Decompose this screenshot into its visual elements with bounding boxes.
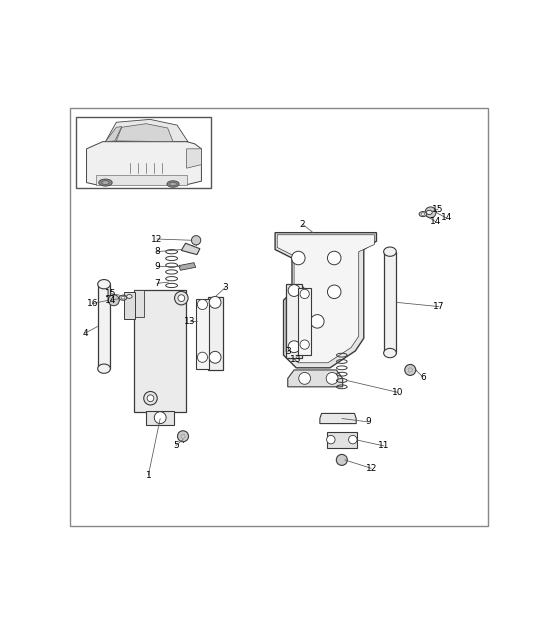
Text: 3: 3 <box>285 347 290 356</box>
Text: 14: 14 <box>105 296 116 305</box>
Text: 17: 17 <box>433 302 445 311</box>
Text: 14: 14 <box>430 217 441 226</box>
Circle shape <box>292 285 305 298</box>
Polygon shape <box>146 411 174 425</box>
Circle shape <box>144 391 158 405</box>
Text: 9: 9 <box>154 262 160 271</box>
Text: 16: 16 <box>87 299 99 308</box>
Bar <box>208 297 222 369</box>
Circle shape <box>292 251 305 265</box>
Circle shape <box>197 300 208 310</box>
Circle shape <box>425 207 436 218</box>
Text: 1: 1 <box>146 470 152 480</box>
Polygon shape <box>124 292 135 319</box>
Ellipse shape <box>426 210 432 215</box>
Polygon shape <box>181 243 200 254</box>
Text: 5: 5 <box>173 441 179 450</box>
Polygon shape <box>288 370 343 387</box>
Polygon shape <box>277 235 374 363</box>
Circle shape <box>336 455 347 465</box>
Bar <box>384 252 396 353</box>
Text: 3: 3 <box>222 283 228 292</box>
Text: 9: 9 <box>365 418 371 426</box>
Text: 13: 13 <box>184 317 196 326</box>
Polygon shape <box>87 142 202 185</box>
Text: 4: 4 <box>82 328 88 338</box>
Ellipse shape <box>99 179 112 186</box>
Circle shape <box>326 372 338 384</box>
Circle shape <box>147 395 154 402</box>
Polygon shape <box>134 290 186 412</box>
Circle shape <box>311 315 324 328</box>
Ellipse shape <box>98 279 110 289</box>
Ellipse shape <box>384 349 396 358</box>
Text: 7: 7 <box>154 279 160 288</box>
Text: 14: 14 <box>440 214 452 222</box>
Circle shape <box>326 435 335 444</box>
Circle shape <box>328 251 341 265</box>
Circle shape <box>209 351 221 363</box>
Circle shape <box>299 372 311 384</box>
Circle shape <box>405 364 416 376</box>
Polygon shape <box>275 232 377 368</box>
Circle shape <box>349 435 357 444</box>
Circle shape <box>288 341 300 352</box>
Circle shape <box>288 284 300 296</box>
Polygon shape <box>106 127 122 142</box>
Polygon shape <box>134 290 144 317</box>
Ellipse shape <box>121 296 125 299</box>
Text: 10: 10 <box>392 388 403 397</box>
Ellipse shape <box>167 181 179 187</box>
Text: 12: 12 <box>366 464 377 473</box>
Bar <box>196 299 209 369</box>
Ellipse shape <box>126 295 132 298</box>
Text: 15: 15 <box>432 205 444 214</box>
Polygon shape <box>320 413 356 423</box>
Text: 12: 12 <box>151 234 162 244</box>
Bar <box>298 288 311 355</box>
Circle shape <box>300 340 310 349</box>
Ellipse shape <box>421 213 425 215</box>
Circle shape <box>300 290 310 298</box>
Bar <box>76 117 211 188</box>
Text: 13: 13 <box>289 355 301 364</box>
Circle shape <box>178 295 185 301</box>
Text: 11: 11 <box>378 441 390 450</box>
Ellipse shape <box>419 212 427 217</box>
Polygon shape <box>106 119 188 142</box>
Circle shape <box>209 296 221 308</box>
Bar <box>286 284 302 359</box>
Ellipse shape <box>119 295 127 300</box>
Ellipse shape <box>98 364 110 373</box>
Polygon shape <box>186 149 202 168</box>
Text: 8: 8 <box>154 247 160 256</box>
Circle shape <box>328 285 341 298</box>
Polygon shape <box>96 175 186 185</box>
Circle shape <box>154 412 166 423</box>
Bar <box>98 284 110 369</box>
Circle shape <box>197 352 208 362</box>
Ellipse shape <box>169 182 177 186</box>
Circle shape <box>108 295 119 306</box>
Text: 6: 6 <box>420 372 426 382</box>
Circle shape <box>178 431 189 441</box>
Ellipse shape <box>384 247 396 256</box>
Bar <box>326 431 357 448</box>
Polygon shape <box>179 263 196 270</box>
Ellipse shape <box>102 181 109 185</box>
Polygon shape <box>116 124 173 142</box>
Circle shape <box>191 236 201 245</box>
Text: 2: 2 <box>300 220 305 229</box>
Text: 15: 15 <box>105 289 116 298</box>
Circle shape <box>174 291 188 305</box>
